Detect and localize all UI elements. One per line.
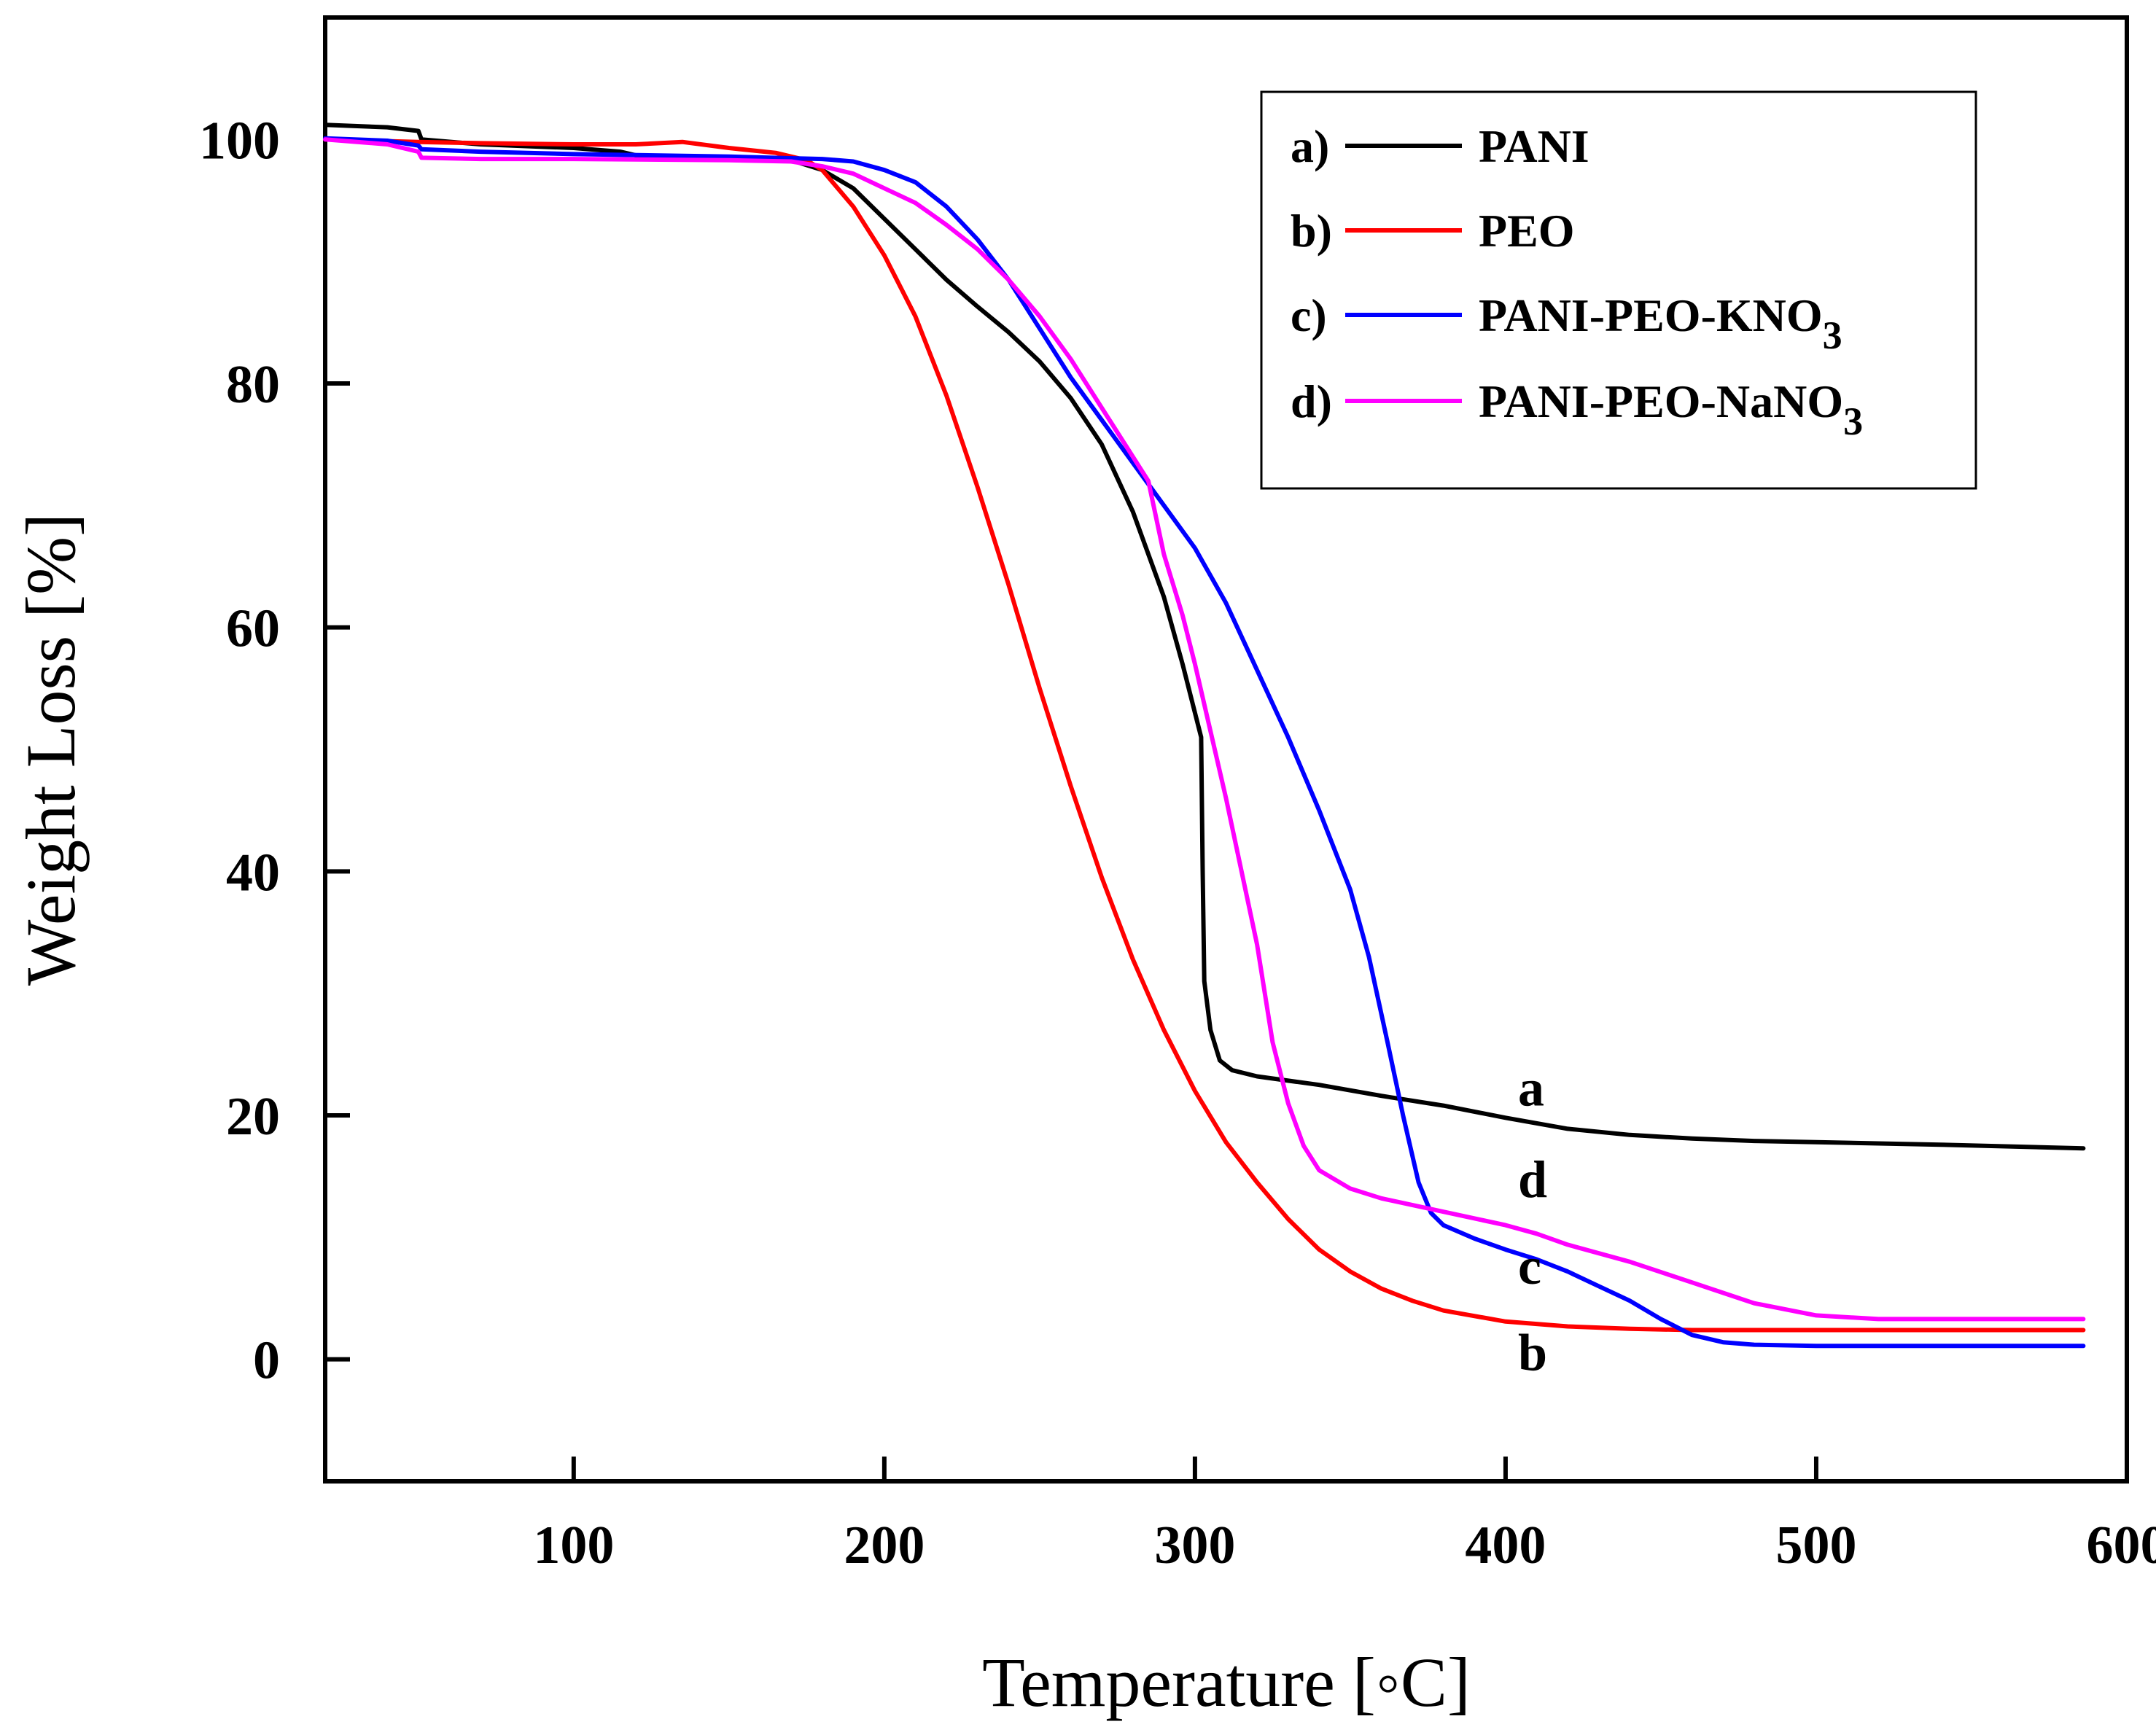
x-axis-title: Temperature [◦C] — [982, 1643, 1471, 1721]
y-tick-label: 60 — [226, 599, 280, 659]
y-tick-label: 100 — [199, 111, 280, 171]
ticks: 100 200 300 400 500 600 0 20 40 60 80 100 — [199, 111, 2156, 1575]
curve-label-c: c — [1518, 1237, 1541, 1295]
x-tick-label: 500 — [1775, 1516, 1856, 1575]
plot-frame — [323, 15, 2129, 1484]
x-tick-label: 200 — [844, 1516, 925, 1575]
legend-prefix-c: c) — [1291, 289, 1327, 341]
legend-label-a: PANI — [1479, 120, 1589, 172]
curve-labels: a bcd — [1518, 1059, 1547, 1382]
legend-subscript-c: 3 — [1823, 313, 1842, 357]
x-tick-label: 400 — [1465, 1516, 1546, 1575]
y-tick-label: 20 — [226, 1087, 280, 1147]
x-tick-label: 600 — [2087, 1516, 2156, 1575]
legend-label-b: PEO — [1479, 205, 1575, 257]
curve-label-d: d — [1518, 1150, 1547, 1209]
y-tick-label: 80 — [226, 355, 280, 415]
curve-label-b: b — [1518, 1324, 1547, 1382]
legend-subscript-d: 3 — [1843, 399, 1863, 443]
x-tick-label: 100 — [533, 1516, 614, 1575]
y-axis-title: Weight Loss [%] — [12, 513, 90, 986]
series-d-line — [323, 137, 2086, 1322]
x-tick-label: 300 — [1154, 1516, 1235, 1575]
legend-prefix-a: a) — [1291, 120, 1329, 172]
legend-box — [1260, 90, 1977, 490]
legend-prefix-d: d) — [1291, 375, 1332, 427]
series-c-line — [323, 136, 2086, 1349]
y-tick-label: 40 — [226, 843, 280, 903]
axes — [323, 15, 2129, 1484]
legend-prefix-b: b) — [1291, 205, 1332, 257]
curve-label-a: a — [1518, 1059, 1544, 1118]
curves — [323, 122, 2086, 1349]
y-tick-label: 0 — [253, 1331, 280, 1391]
series-b-line — [323, 137, 2086, 1333]
